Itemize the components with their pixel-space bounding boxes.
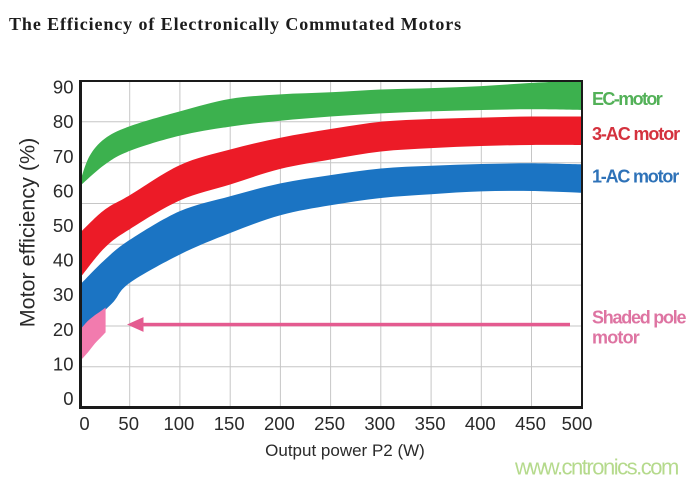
- svg-text:30: 30: [53, 284, 74, 305]
- svg-text:Output power P2 (W): Output power P2 (W): [265, 441, 425, 460]
- svg-text:The Efficiency of Electronical: The Efficiency of Electronically Commuta…: [9, 14, 462, 34]
- svg-text:10: 10: [53, 354, 74, 375]
- svg-text:50: 50: [118, 413, 139, 434]
- svg-text:20: 20: [53, 319, 74, 340]
- svg-text:250: 250: [314, 413, 345, 434]
- svg-text:Motor efficiency (%): Motor efficiency (%): [16, 138, 40, 328]
- svg-text:450: 450: [515, 413, 546, 434]
- svg-text:500: 500: [562, 413, 593, 434]
- svg-text:0: 0: [63, 388, 73, 409]
- svg-text:40: 40: [53, 250, 74, 271]
- svg-text:200: 200: [264, 413, 295, 434]
- svg-text:150: 150: [214, 413, 245, 434]
- svg-text:70: 70: [53, 146, 74, 167]
- svg-text:80: 80: [53, 111, 74, 132]
- svg-text:www.cntronics.com: www.cntronics.com: [514, 455, 678, 480]
- svg-text:400: 400: [465, 413, 496, 434]
- svg-text:motor: motor: [592, 327, 640, 347]
- svg-text:100: 100: [163, 413, 194, 434]
- svg-text:350: 350: [415, 413, 446, 434]
- svg-text:1-AC motor: 1-AC motor: [592, 167, 679, 187]
- svg-text:90: 90: [53, 77, 74, 98]
- svg-text:50: 50: [53, 215, 74, 236]
- svg-text:0: 0: [79, 413, 89, 434]
- svg-text:60: 60: [53, 180, 74, 201]
- svg-text:EC-motor: EC-motor: [592, 89, 663, 109]
- svg-text:3-AC motor: 3-AC motor: [592, 124, 680, 144]
- svg-text:300: 300: [364, 413, 395, 434]
- svg-text:Shaded pole: Shaded pole: [592, 308, 687, 328]
